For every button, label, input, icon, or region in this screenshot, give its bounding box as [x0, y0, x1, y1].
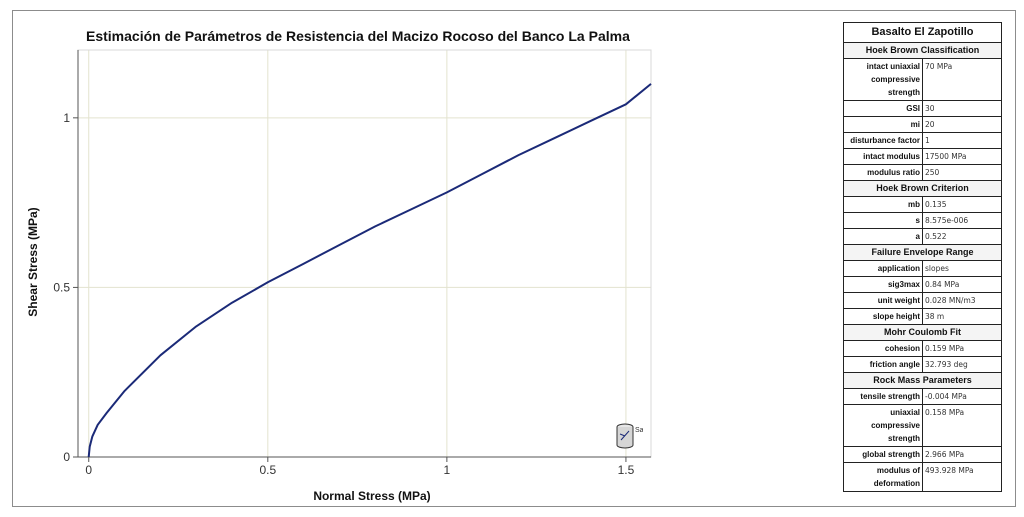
parameter-name: intact uniaxial compressive strength: [843, 58, 923, 101]
table-title: Basalto El Zapotillo: [843, 22, 1002, 43]
table-row: modulus of deformation 493.928 MPa: [843, 462, 1002, 492]
section-header: Failure Envelope Range: [843, 244, 1002, 261]
parameter-name: intact modulus: [843, 148, 923, 165]
icon-label: Sa: [635, 427, 643, 434]
y-tick-label: 0: [63, 450, 70, 464]
section-header: Mohr Coulomb Fit: [843, 324, 1002, 341]
parameter-name: a: [843, 228, 923, 245]
parameter-name: mi: [843, 116, 923, 133]
parameter-value: 0.159 MPa: [922, 340, 1002, 357]
sample-cylinder-icon[interactable]: Sa: [613, 420, 643, 454]
table-row: intact modulus 17500 MPa: [843, 148, 1002, 165]
table-row: mi 20: [843, 116, 1002, 133]
section-header-row: Hoek Brown Criterion: [843, 180, 1002, 197]
table-row: uniaxial compressive strength 0.158 MPa: [843, 404, 1002, 447]
table-title-row: Basalto El Zapotillo: [843, 22, 1002, 43]
parameter-value: slopes: [922, 260, 1002, 277]
section-header: Hoek Brown Classification: [843, 42, 1002, 59]
table-row: friction angle 32.793 deg: [843, 356, 1002, 373]
parameter-name: uniaxial compressive strength: [843, 404, 923, 447]
table-row: unit weight 0.028 MN/m3: [843, 292, 1002, 309]
table-row: cohesion 0.159 MPa: [843, 340, 1002, 357]
parameter-value: 0.135: [922, 196, 1002, 213]
x-axis-label: Normal Stress (MPa): [313, 489, 431, 503]
table-row: intact uniaxial compressive strength 70 M…: [843, 58, 1002, 101]
parameter-name: application: [843, 260, 923, 277]
parameter-name: slope height: [843, 308, 923, 325]
y-tick-label: 0.5: [53, 280, 70, 294]
table-row: s 8.575e-006: [843, 212, 1002, 229]
x-tick-label: 1: [444, 463, 451, 477]
parameter-name: global strength: [843, 446, 923, 463]
parameter-value: 0.028 MN/m3: [922, 292, 1002, 309]
parameter-name: modulus ratio: [843, 164, 923, 181]
section-header-row: Rock Mass Parameters: [843, 372, 1002, 389]
section-header-row: Mohr Coulomb Fit: [843, 324, 1002, 341]
shear-stress-curve: [87, 83, 652, 458]
parameter-name: friction angle: [843, 356, 923, 373]
parameter-value: 70 MPa: [922, 58, 1002, 101]
parameter-value: -0.004 MPa: [922, 388, 1002, 405]
section-header: Rock Mass Parameters: [843, 372, 1002, 389]
parameter-value: 17500 MPa: [922, 148, 1002, 165]
parameter-value: 20: [922, 116, 1002, 133]
parameter-value: 32.793 deg: [922, 356, 1002, 373]
parameter-value: 250: [922, 164, 1002, 181]
parameter-value: 493.928 MPa: [922, 462, 1002, 492]
parameter-value: 38 m: [922, 308, 1002, 325]
table-row: slope height 38 m: [843, 308, 1002, 325]
parameter-value: 0.158 MPa: [922, 404, 1002, 447]
parameter-name: disturbance factor: [843, 132, 923, 149]
section-header: Hoek Brown Criterion: [843, 180, 1002, 197]
table-row: application slopes: [843, 260, 1002, 277]
table-row: modulus ratio 250: [843, 164, 1002, 181]
parameter-name: mb: [843, 196, 923, 213]
parameter-value: 0.84 MPa: [922, 276, 1002, 293]
table-row: sig3max 0.84 MPa: [843, 276, 1002, 293]
table-row: a 0.522: [843, 228, 1002, 245]
y-tick-label: 1: [63, 111, 70, 125]
parameter-name: sig3max: [843, 276, 923, 293]
parameter-value: 1: [922, 132, 1002, 149]
table-row: mb 0.135: [843, 196, 1002, 213]
parameter-name: cohesion: [843, 340, 923, 357]
x-tick-label: 1.5: [618, 463, 635, 477]
parameters-table: Basalto El Zapotillo Hoek Brown Classific…: [843, 22, 1002, 492]
table-row: global strength 2.966 MPa: [843, 446, 1002, 463]
parameter-value: 30: [922, 100, 1002, 117]
plot-border: [77, 49, 652, 458]
table-row: tensile strength -0.004 MPa: [843, 388, 1002, 405]
chart-title: Estimación de Parámetros de Resistencia …: [86, 28, 630, 44]
parameter-value: 8.575e-006: [922, 212, 1002, 229]
table-row: GSI 30: [843, 100, 1002, 117]
parameter-name: unit weight: [843, 292, 923, 309]
x-tick-label: 0.5: [259, 463, 276, 477]
parameter-value: 0.522: [922, 228, 1002, 245]
x-tick-label: 0: [85, 463, 92, 477]
parameter-name: s: [843, 212, 923, 229]
section-header-row: Failure Envelope Range: [843, 244, 1002, 261]
parameter-name: tensile strength: [843, 388, 923, 405]
table-row: disturbance factor 1: [843, 132, 1002, 149]
y-axis-label: Shear Stress (MPa): [26, 207, 40, 317]
section-header-row: Hoek Brown Classification: [843, 42, 1002, 59]
parameter-value: 2.966 MPa: [922, 446, 1002, 463]
parameter-name: GSI: [843, 100, 923, 117]
parameter-name: modulus of deformation: [843, 462, 923, 492]
